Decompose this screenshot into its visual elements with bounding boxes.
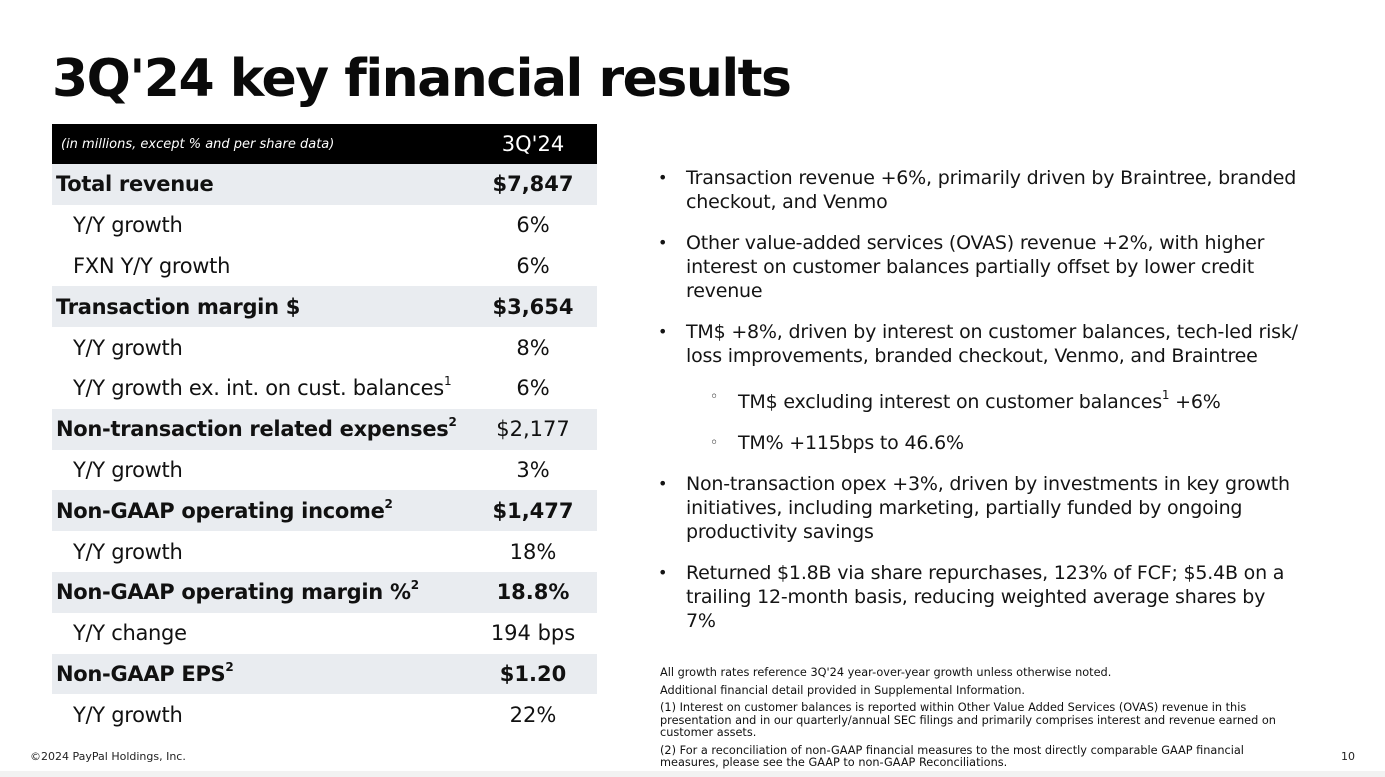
footnote-marker: 1	[1161, 388, 1170, 402]
page-title: 3Q'24 key financial results	[52, 49, 792, 109]
table-row: Non-GAAP operating income2 $1,477	[52, 490, 597, 532]
row-label: Y/Y growth	[73, 539, 183, 564]
footnote: All growth rates reference 3Q'24 year-ov…	[660, 666, 1112, 679]
table-header-period: 3Q'24	[501, 132, 565, 156]
table-header-label: (in millions, except % and per share dat…	[61, 136, 335, 152]
bullet-text: Other value-added services (OVAS) revenu…	[686, 232, 1265, 302]
row-label: Non-GAAP operating margin %2	[56, 578, 419, 605]
row-label: Transaction margin $	[56, 294, 301, 319]
list-item: • Transaction revenue +6%, primarily dri…	[658, 166, 1298, 214]
sub-bullet-icon: ◦	[710, 389, 719, 405]
footnote: (1) Interest on customer balances is rep…	[660, 701, 1276, 739]
footnote: (2) For a reconciliation of non-GAAP fin…	[660, 743, 1244, 769]
row-value: $3,654	[492, 294, 574, 319]
table-row: Y/Y growth 6%	[52, 205, 597, 246]
footnote-marker: 2	[410, 578, 419, 593]
bullet-text: Transaction revenue +6%, primarily drive…	[686, 167, 1297, 213]
list-item: • Other value-added services (OVAS) reve…	[658, 231, 1298, 303]
table-row: Non-GAAP operating margin %2 18.8%	[52, 571, 597, 613]
list-item: • TM$ +8%, driven by interest on custome…	[658, 320, 1298, 368]
bullet-text: TM% +115bps to 46.6%	[738, 432, 964, 455]
table-row: Y/Y growth 8%	[52, 327, 597, 368]
bullet-icon: •	[658, 563, 668, 583]
table-row: FXN Y/Y growth 6%	[52, 246, 597, 287]
row-value: $2,177	[496, 417, 570, 442]
row-label: Y/Y change	[73, 621, 187, 646]
footnotes: All growth rates reference 3Q'24 year-ov…	[660, 666, 1300, 775]
row-value: 3%	[516, 457, 550, 482]
table-row: Y/Y growth ex. int. on cust. balances1 6…	[52, 368, 597, 409]
table-row: Y/Y growth 3%	[52, 450, 597, 491]
bullet-text: TM$ excluding interest on customer balan…	[738, 388, 1221, 414]
bullet-text: Non-transaction opex +3%, driven by inve…	[686, 473, 1290, 544]
list-item: • Non-transaction opex +3%, driven by in…	[658, 472, 1298, 544]
row-value: 6%	[516, 253, 550, 278]
table-row: Transaction margin $ $3,654	[52, 286, 597, 328]
copyright: ©2024 PayPal Holdings, Inc.	[30, 750, 186, 763]
row-value: 18%	[509, 539, 557, 564]
footnote-marker: 2	[225, 659, 234, 674]
row-value: $7,847	[492, 172, 574, 197]
bullet-icon: •	[658, 168, 668, 187]
footnote: Additional financial detail provided in …	[660, 683, 1026, 697]
row-label: FXN Y/Y growth	[73, 253, 231, 278]
bullet-text: TM$ +8%, driven by interest on customer …	[686, 321, 1298, 367]
row-value: $1.20	[499, 661, 567, 686]
row-label: Y/Y growth	[73, 457, 183, 482]
row-value: 6%	[516, 213, 550, 238]
table-row: Total revenue $7,847	[52, 164, 597, 205]
list-item: ◦ TM$ excluding interest on customer bal…	[658, 385, 1298, 414]
row-label: Y/Y growth ex. int. on cust. balances1	[73, 374, 452, 401]
row-value: $1,477	[492, 498, 574, 523]
table-row: Y/Y growth 18%	[52, 531, 597, 572]
table-row: Non-GAAP EPS2 $1.20	[52, 653, 597, 695]
row-value: 194 bps	[490, 621, 576, 646]
row-value: 18.8%	[496, 580, 570, 605]
page-number: 10	[1341, 750, 1355, 763]
footnote-marker: 2	[384, 496, 393, 511]
bullet-icon: •	[658, 474, 668, 494]
row-label: Non-GAAP operating income2	[56, 496, 393, 523]
table-row: Y/Y growth 22%	[52, 694, 597, 735]
row-label: Non-GAAP EPS2	[56, 659, 234, 686]
footnote-marker: 2	[448, 415, 457, 430]
row-label: Y/Y growth	[73, 213, 183, 238]
list-item: ◦ TM% +115bps to 46.6%	[658, 431, 1298, 455]
table-row: Non-transaction related expenses2 $2,177	[52, 408, 597, 450]
bottom-band	[0, 771, 1385, 777]
row-label: Y/Y growth	[73, 335, 183, 360]
row-value: 22%	[509, 702, 557, 727]
table-row: Y/Y change 194 bps	[52, 613, 597, 654]
row-label: Total revenue	[56, 172, 214, 197]
bullet-icon: •	[658, 233, 668, 252]
highlights-list: • Transaction revenue +6%, primarily dri…	[658, 166, 1298, 650]
list-item: • Returned $1.8B via share repurchases, …	[658, 561, 1298, 633]
footnote-marker: 1	[443, 374, 452, 389]
row-label: Non-transaction related expenses2	[56, 415, 457, 442]
table-header: (in millions, except % and per share dat…	[52, 124, 597, 164]
bullet-text: Returned $1.8B via share repurchases, 12…	[686, 562, 1285, 633]
financial-results-table: (in millions, except % and per share dat…	[52, 124, 597, 735]
sub-bullet-icon: ◦	[710, 435, 719, 452]
row-value: 8%	[516, 335, 550, 360]
row-label: Y/Y growth	[73, 702, 183, 727]
bullet-icon: •	[658, 322, 668, 341]
row-value: 6%	[516, 376, 550, 401]
